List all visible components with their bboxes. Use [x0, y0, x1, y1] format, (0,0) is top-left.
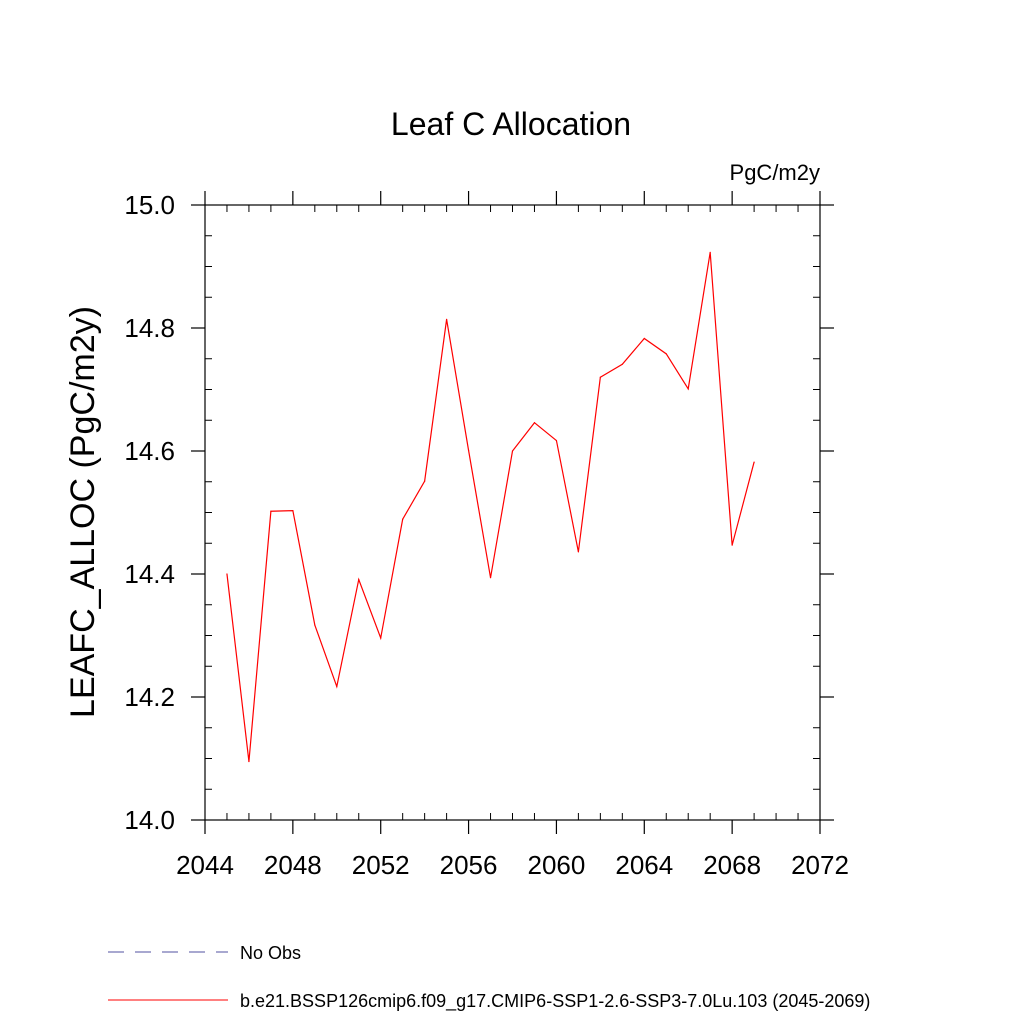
y-tick-label: 14.6	[124, 436, 175, 466]
x-tick-label: 2060	[528, 850, 586, 880]
x-tick-label: 2056	[440, 850, 498, 880]
data-point	[336, 685, 338, 688]
data-point	[489, 577, 492, 579]
legend: No Obs b.e21.BSSP126cmip6.f09_g17.CMIP6-S…	[108, 943, 870, 1012]
series-layer	[226, 251, 755, 763]
data-point	[621, 363, 623, 365]
legend-label-0: No Obs	[240, 943, 301, 963]
data-point	[753, 461, 755, 463]
x-tick-label: 2052	[352, 850, 410, 880]
series-line-0	[226, 252, 755, 762]
y-tick-label: 15.0	[124, 190, 175, 220]
data-point	[314, 624, 316, 626]
data-point	[380, 637, 382, 639]
y-tick-label: 14.2	[124, 682, 175, 712]
x-tick-label: 2048	[264, 850, 322, 880]
data-point	[270, 510, 272, 512]
plot-axes: 2044 2048 2052 2056 2060 2064 2068 2072 14.0 14.2…	[124, 190, 849, 880]
x-tick-label: 2068	[703, 850, 761, 880]
data-point	[292, 510, 294, 512]
data-point	[424, 480, 426, 482]
x-tick-label: 2064	[615, 850, 673, 880]
data-point	[402, 518, 404, 520]
data-point	[446, 318, 448, 320]
plot-frame	[204, 204, 821, 821]
data-point	[358, 578, 360, 581]
x-tick-label: 2044	[176, 850, 234, 880]
data-point	[226, 573, 228, 575]
data-point	[665, 353, 667, 355]
data-point	[643, 337, 645, 340]
y-tick-label: 14.4	[124, 559, 175, 589]
data-point	[533, 422, 536, 424]
y-tick-label: 14.8	[124, 313, 175, 343]
y-axis-label: LEAFC_ALLOC (PgC/m2y)	[64, 306, 102, 718]
data-point	[687, 388, 689, 390]
data-point	[577, 551, 579, 553]
chart-title: Leaf C Allocation	[391, 106, 631, 142]
data-point	[511, 450, 514, 452]
legend-label-1: b.e21.BSSP126cmip6.f09_g17.CMIP6-SSP1-2.…	[240, 991, 870, 1012]
y-tick-label: 14.0	[124, 805, 175, 835]
data-point	[599, 376, 601, 378]
data-point	[731, 544, 733, 546]
data-point	[555, 439, 558, 442]
x-tick-label: 2072	[791, 850, 849, 880]
units-label: PgC/m2y	[730, 160, 820, 185]
data-point	[248, 760, 250, 763]
data-point	[709, 251, 711, 253]
data-point	[467, 449, 470, 451]
